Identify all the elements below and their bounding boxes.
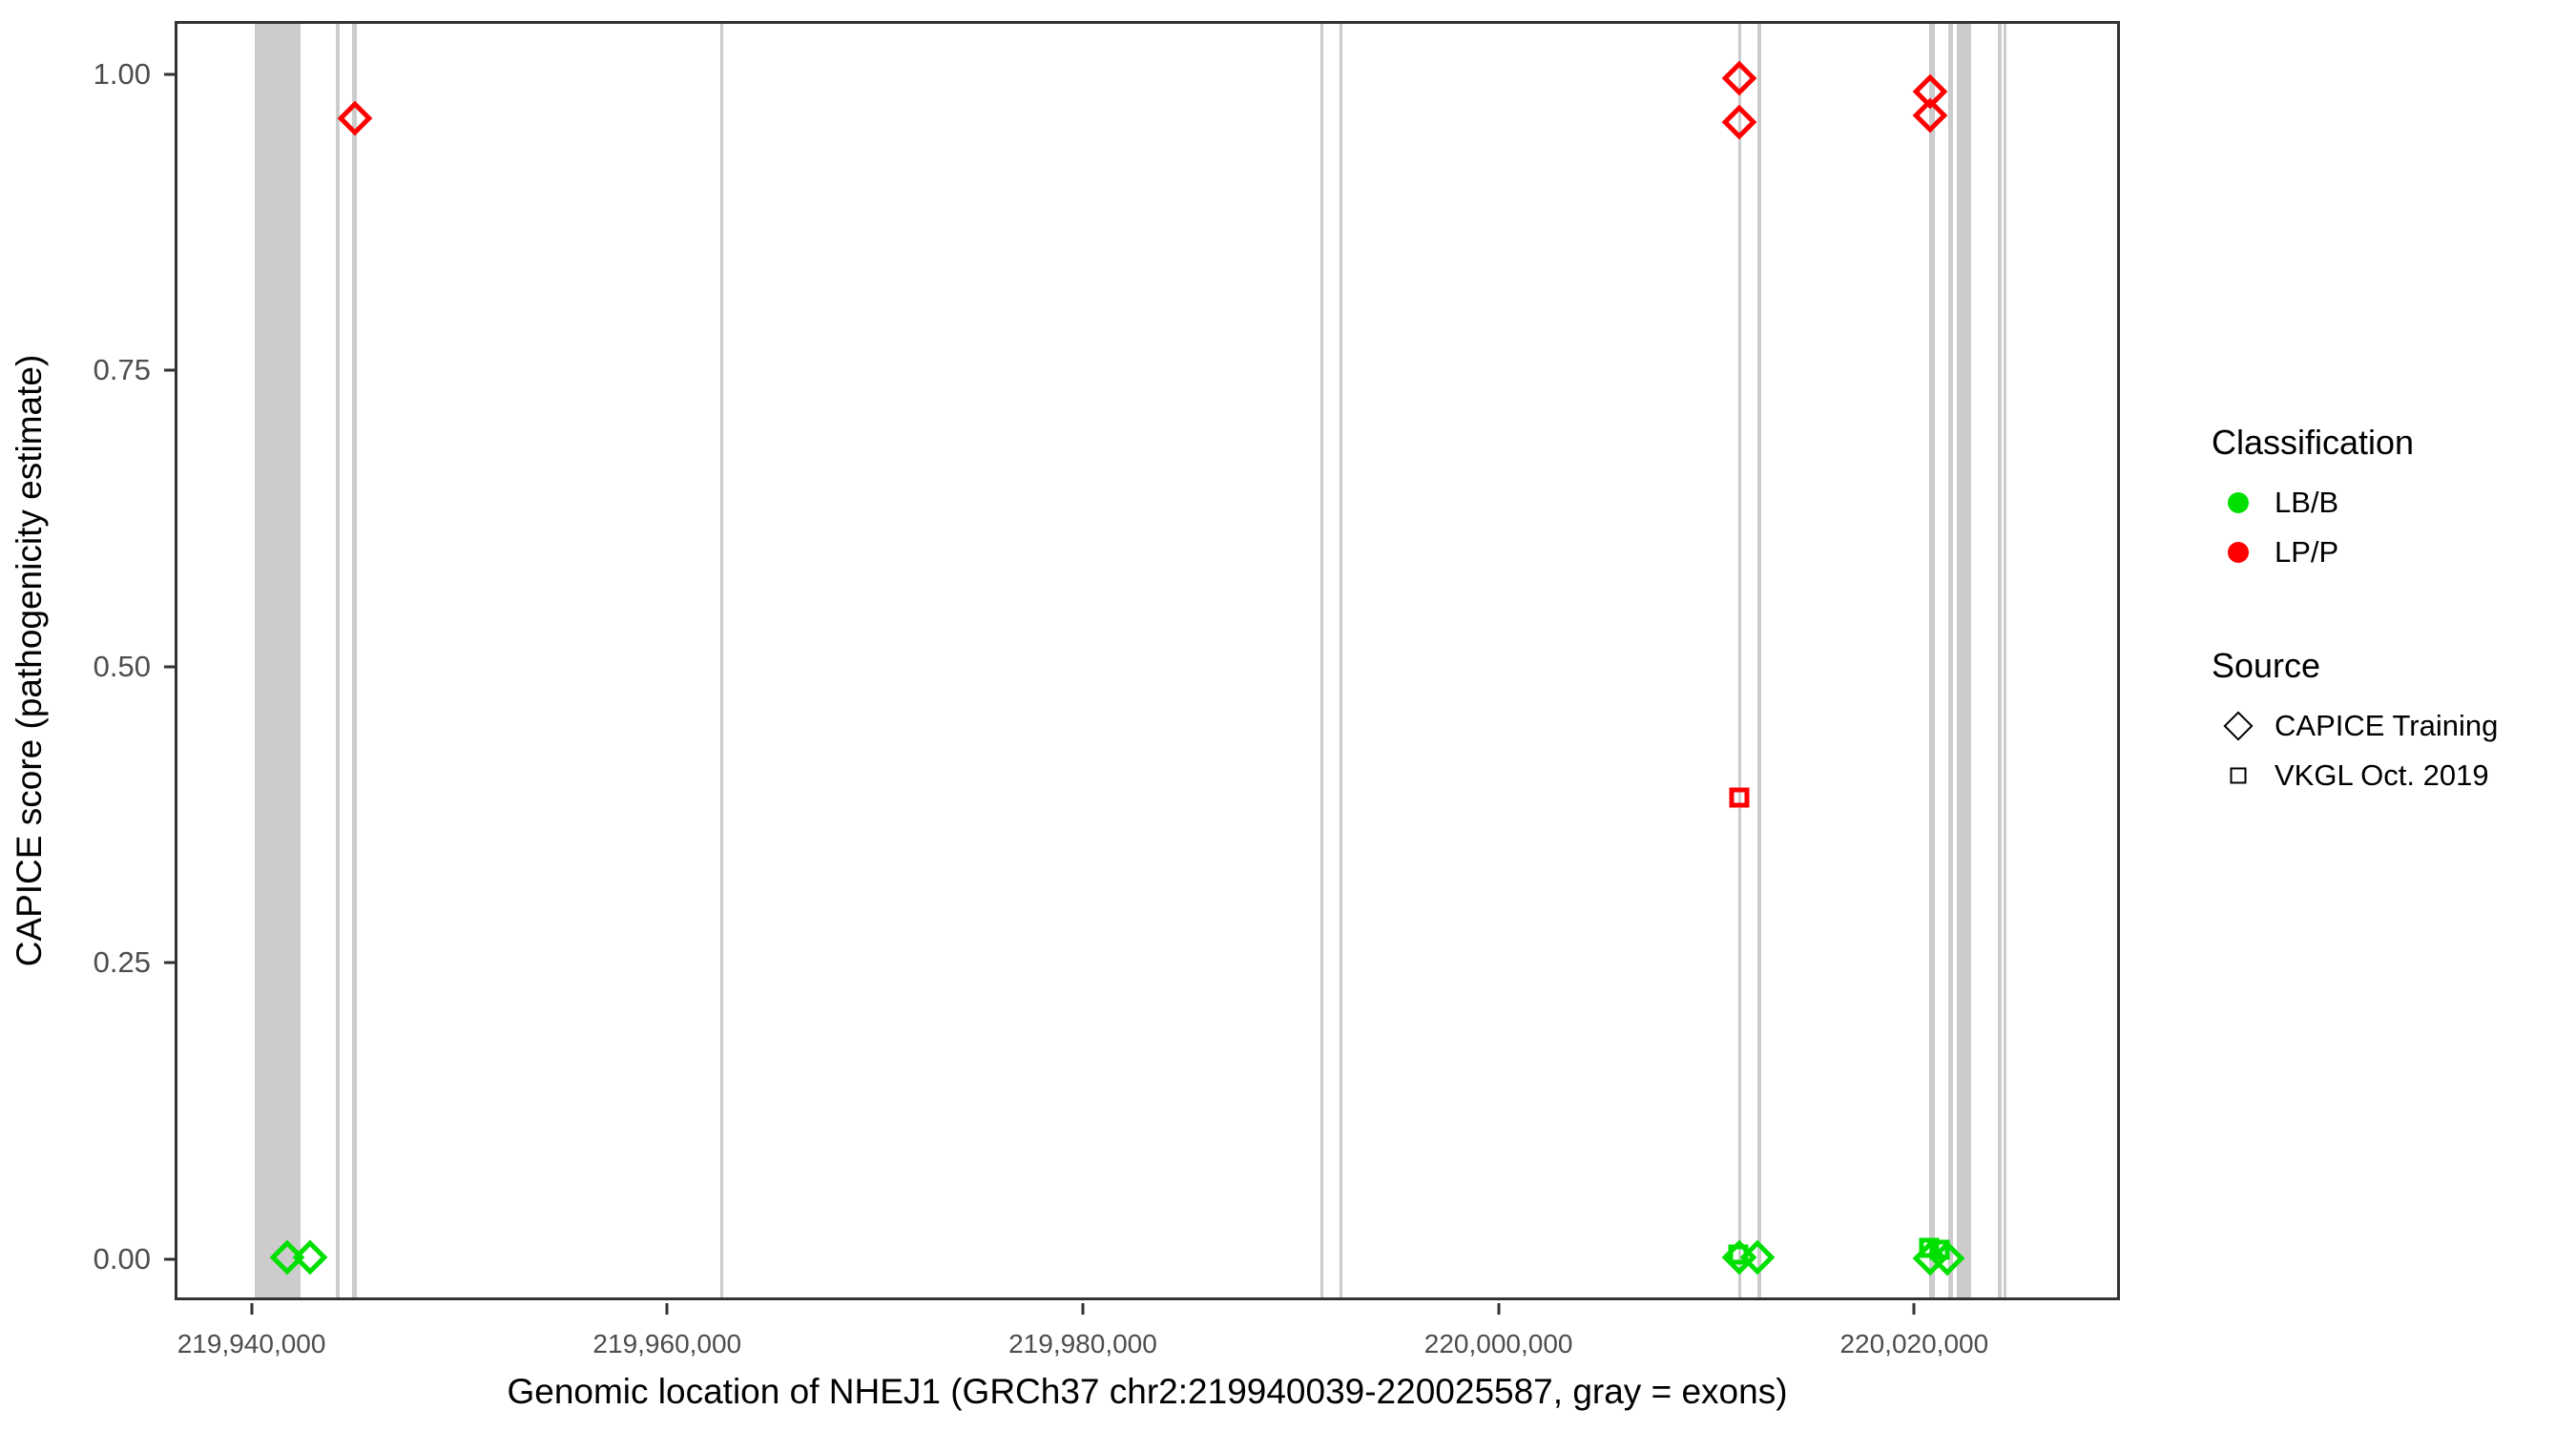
- legend-group-classification: Classification LB/B LP/P: [2212, 423, 2565, 577]
- y-tick-label: 0.75: [93, 353, 151, 387]
- x-axis-title: Genomic location of NHEJ1 (GRCh37 chr2:2…: [507, 1372, 1788, 1411]
- legend-key-dot-icon: [2212, 478, 2265, 528]
- exon-bar: [719, 24, 724, 1297]
- x-tick-mark: [665, 1303, 669, 1315]
- legend-item[interactable]: CAPICE Training: [2212, 701, 2565, 751]
- x-tick-mark: [250, 1303, 254, 1315]
- legend-item[interactable]: LB/B: [2212, 478, 2565, 528]
- dot-icon: [2228, 542, 2249, 563]
- chart-legend: Classification LB/B LP/P Source CAPICE Train…: [2212, 423, 2565, 842]
- legend-item-label: VKGL Oct. 2019: [2275, 758, 2489, 792]
- legend-item[interactable]: LP/P: [2212, 528, 2565, 577]
- exon-bar: [1929, 24, 1936, 1297]
- legend-group-source: Source CAPICE Training VKGL Oct. 2019: [2212, 646, 2565, 800]
- diamond-icon: [2223, 711, 2254, 741]
- y-tick-mark: [164, 368, 175, 372]
- exon-bar: [2003, 24, 2006, 1297]
- y-tick-label: 0.00: [93, 1241, 151, 1275]
- legend-item[interactable]: VKGL Oct. 2019: [2212, 751, 2565, 800]
- y-tick-mark: [164, 1257, 175, 1261]
- legend-item-label: LB/B: [2275, 486, 2339, 519]
- legend-group-title: Source: [2212, 646, 2321, 685]
- legend-key-square-icon: [2212, 751, 2265, 800]
- y-tick-mark: [164, 665, 175, 669]
- square-icon: [2230, 767, 2247, 784]
- exon-bar: [1998, 24, 2002, 1297]
- legend-key-dot-icon: [2212, 528, 2265, 577]
- x-tick-label: 219,940,000: [177, 1329, 326, 1358]
- plot-panel: [175, 21, 2120, 1300]
- x-tick-mark: [1912, 1303, 1916, 1315]
- exon-bar: [351, 24, 358, 1297]
- legend-group-title: Classification: [2212, 423, 2415, 462]
- y-tick-label: 1.00: [93, 56, 151, 91]
- x-tick-label: 220,000,000: [1423, 1329, 1573, 1358]
- exon-bar: [1756, 24, 1761, 1297]
- exon-bar: [1956, 24, 1971, 1297]
- x-tick-label: 219,960,000: [592, 1329, 742, 1358]
- exon-bar: [1948, 24, 1953, 1297]
- x-tick-label: 220,020,000: [1839, 1329, 1989, 1358]
- exon-bar: [1737, 24, 1742, 1297]
- x-tick-label: 219,980,000: [1008, 1329, 1157, 1358]
- exon-bar: [255, 24, 301, 1297]
- exon-bar: [1320, 24, 1324, 1297]
- x-tick-mark: [1081, 1303, 1085, 1315]
- legend-item-label: CAPICE Training: [2275, 709, 2499, 742]
- y-tick-mark: [164, 961, 175, 964]
- x-tick-mark: [1497, 1303, 1501, 1315]
- legend-item-label: LP/P: [2275, 535, 2339, 569]
- dot-icon: [2228, 492, 2249, 513]
- y-tick-mark: [164, 73, 175, 76]
- legend-key-diamond-icon: [2212, 701, 2265, 751]
- exon-bar: [335, 24, 340, 1297]
- exon-bar: [1339, 24, 1342, 1297]
- y-tick-label: 0.50: [93, 649, 151, 683]
- y-tick-label: 0.25: [93, 945, 151, 980]
